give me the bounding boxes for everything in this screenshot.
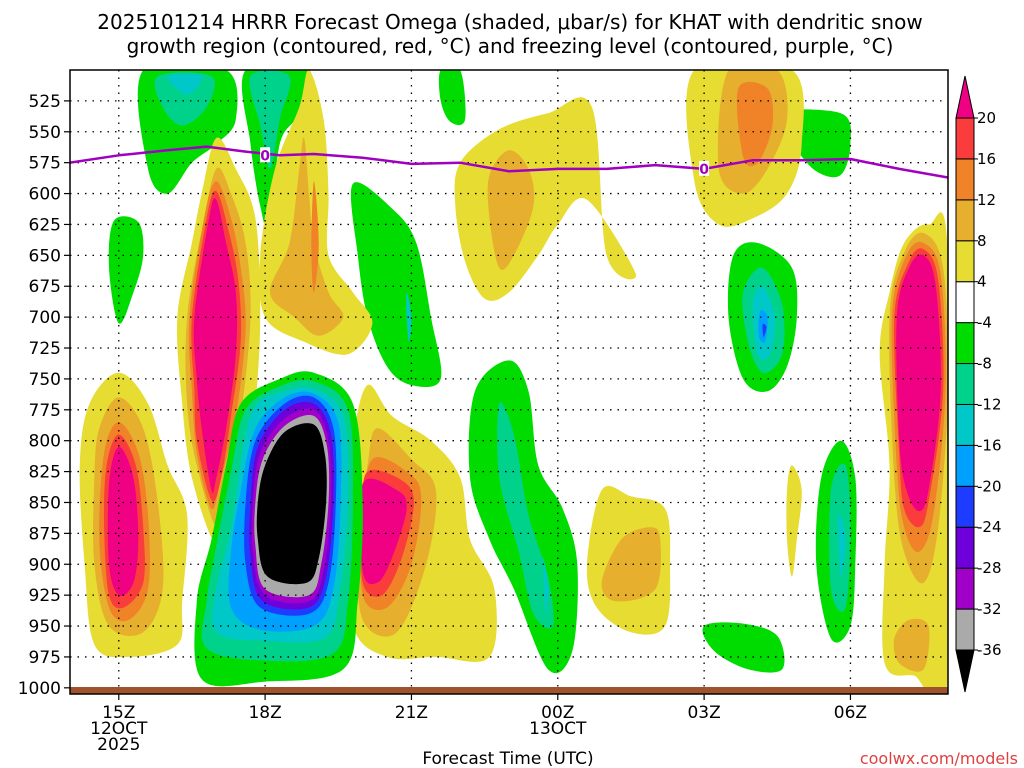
colorbar-label-1: -32 bbox=[977, 600, 1002, 618]
colorbar-label-6: -12 bbox=[977, 395, 1002, 413]
colorbar-band-3 bbox=[955, 485, 975, 528]
x-tick-label-21-0: 21Z bbox=[395, 703, 428, 723]
y-tick-label-600: 600 bbox=[29, 185, 61, 205]
y-tick-label-700: 700 bbox=[29, 308, 61, 328]
colorbar-band-8 bbox=[955, 281, 975, 324]
omega-region-36 bbox=[601, 527, 661, 602]
chart-title-line-1: 2025101214 HRRR Forecast Omega (shaded, … bbox=[97, 10, 922, 34]
plot-frame bbox=[69, 69, 949, 695]
colorbar-label-11: 12 bbox=[977, 191, 996, 209]
colorbar-label-5: -16 bbox=[977, 436, 1002, 454]
y-tick-label-725: 725 bbox=[29, 339, 61, 359]
colorbar-band-7 bbox=[955, 322, 975, 365]
y-tick-label-750: 750 bbox=[29, 370, 61, 390]
omega-region-6 bbox=[438, 70, 466, 126]
y-tick-label-900: 900 bbox=[29, 555, 61, 575]
omega-region-1 bbox=[154, 72, 215, 126]
y-tick-label-550: 550 bbox=[29, 123, 61, 143]
colorbar-band-6 bbox=[955, 363, 975, 405]
colorbar-band-2 bbox=[955, 526, 975, 569]
omega-region-17 bbox=[762, 323, 767, 337]
freezing-level-label-bg-1 bbox=[699, 160, 710, 176]
colorbar-band-12 bbox=[955, 117, 975, 160]
colorbar-label-13: 20 bbox=[977, 109, 996, 127]
colorbar-label-12: 16 bbox=[977, 150, 996, 168]
colorbar-band-1 bbox=[955, 567, 975, 610]
omega-region-29 bbox=[736, 81, 774, 167]
colorbar-label-8: -4 bbox=[977, 314, 992, 332]
y-tick-label-1000: 1000 bbox=[18, 679, 61, 699]
x-axis-label: Forecast Time (UTC) bbox=[422, 749, 593, 768]
colorbar-label-0: -36 bbox=[977, 641, 1002, 659]
y-tick-label-975: 975 bbox=[29, 648, 61, 668]
omega-region-11 bbox=[543, 557, 549, 615]
omega-region-26 bbox=[487, 150, 535, 270]
credit-label: coolwx.com/models bbox=[860, 749, 1018, 768]
colorbar-band-5 bbox=[955, 403, 975, 446]
omega-region-21 bbox=[702, 622, 785, 673]
freezing-level-label-1: 0 bbox=[699, 162, 709, 178]
omega-region-10 bbox=[497, 402, 554, 629]
colorbar-label-7: -8 bbox=[977, 355, 992, 373]
omega-region-52 bbox=[896, 254, 941, 512]
colorbar-label-10: 8 bbox=[977, 232, 987, 250]
x-tick-label-24-0: 00Z bbox=[541, 703, 574, 723]
omega-region-2 bbox=[167, 73, 203, 95]
ground-surface bbox=[70, 687, 948, 694]
x-tick-label-15-0: 15Z bbox=[102, 703, 135, 723]
x-tick-label-18-0: 18Z bbox=[248, 703, 281, 723]
omega-region-62 bbox=[256, 423, 327, 585]
freezing-level-label-0: 0 bbox=[260, 148, 270, 164]
colorbar-triangle-low bbox=[955, 649, 975, 693]
omega-region-37 bbox=[786, 465, 802, 577]
colorbar-triangle-high bbox=[955, 75, 975, 119]
omega-region-34 bbox=[359, 478, 407, 585]
y-tick-label-675: 675 bbox=[29, 277, 61, 297]
omega-colorbar: -36 -32 -28 -24 -20 -16 -12 -8 -4 4 8 12 16 20 bbox=[955, 75, 1002, 693]
omega-shaded-regions bbox=[79, 70, 948, 694]
chart-title-line-2: growth region (contoured, red, °C) and f… bbox=[127, 34, 894, 58]
colorbar-label-9: 4 bbox=[977, 273, 987, 291]
pressure-axis: 525 550 575 600 625 650 675 700 725 750 775 800 825 8… bbox=[18, 92, 70, 699]
y-tick-label-775: 775 bbox=[29, 401, 61, 421]
x-tick-label-27-0: 03Z bbox=[687, 703, 720, 723]
y-tick-label-800: 800 bbox=[29, 432, 61, 452]
omega-region-7 bbox=[350, 182, 442, 388]
y-tick-label-925: 925 bbox=[29, 586, 61, 606]
x-tick-label-15-2: 2025 bbox=[97, 735, 140, 755]
y-tick-label-950: 950 bbox=[29, 617, 61, 637]
colorbar-label-4: -20 bbox=[977, 477, 1002, 495]
omega-region-42 bbox=[107, 446, 139, 596]
omega-region-53 bbox=[893, 618, 930, 672]
x-tick-label-30-0: 06Z bbox=[834, 703, 867, 723]
omega-region-4 bbox=[249, 70, 291, 169]
x-tick-label-24-1: 13OCT bbox=[529, 719, 587, 739]
plot-area: 00 bbox=[70, 70, 948, 694]
y-tick-label-850: 850 bbox=[29, 493, 61, 513]
colorbar-band-9 bbox=[955, 240, 975, 283]
freezing-level-label-bg-0 bbox=[260, 147, 271, 163]
y-tick-label-650: 650 bbox=[29, 246, 61, 266]
colorbar-label-2: -28 bbox=[977, 559, 1002, 577]
omega-region-24 bbox=[311, 181, 319, 293]
x-tick-label-15-1: 12OCT bbox=[90, 719, 148, 739]
omega-region-20 bbox=[838, 513, 846, 577]
y-tick-label-575: 575 bbox=[29, 154, 61, 174]
colorbar-band-10 bbox=[955, 199, 975, 242]
omega-region-47 bbox=[193, 198, 238, 494]
freezing-level-line bbox=[70, 145, 948, 179]
y-tick-label-525: 525 bbox=[29, 92, 61, 112]
freezing-level-contour: 00 bbox=[70, 145, 948, 179]
colorbar-label-3: -24 bbox=[977, 518, 1002, 536]
colorbar-band-11 bbox=[955, 158, 975, 201]
y-tick-label-875: 875 bbox=[29, 524, 61, 544]
y-tick-label-825: 825 bbox=[29, 463, 61, 483]
colorbar-band-4 bbox=[955, 444, 975, 487]
y-tick-label-625: 625 bbox=[29, 215, 61, 235]
colorbar-band-0 bbox=[955, 608, 975, 651]
omega-region-5 bbox=[108, 216, 144, 324]
